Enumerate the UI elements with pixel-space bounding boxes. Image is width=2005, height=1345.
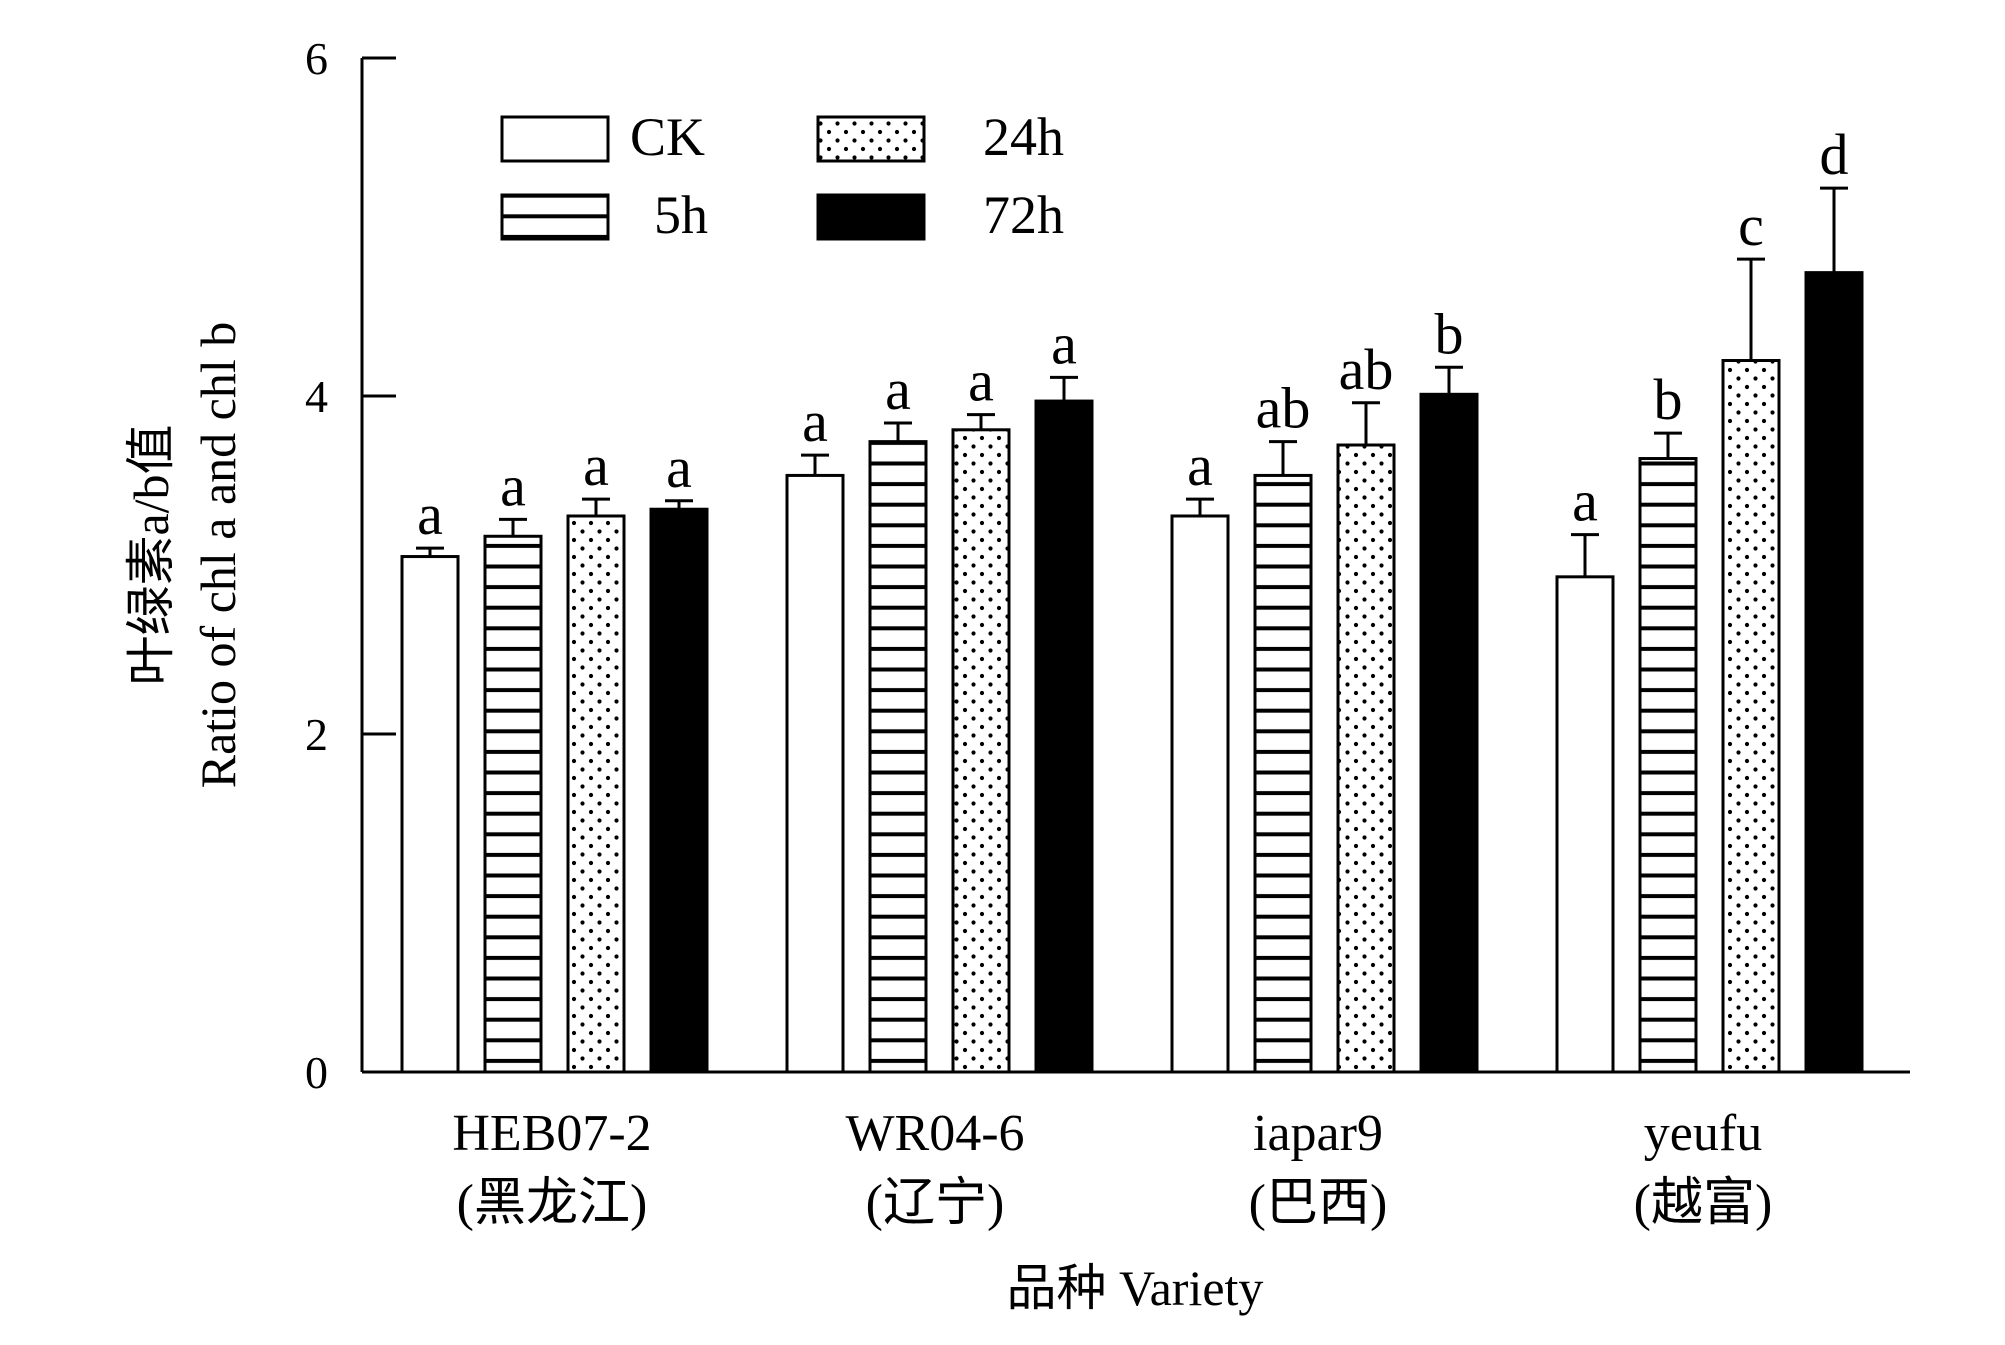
x-tick-label: iapar9 — [1253, 1105, 1383, 1162]
bar — [1170, 514, 1230, 1074]
legend-swatch — [500, 193, 610, 241]
bar — [951, 428, 1011, 1074]
legend-swatch — [500, 115, 610, 163]
significance-label: b — [1435, 301, 1464, 366]
bar — [1555, 575, 1615, 1074]
legend-item: 72h — [816, 185, 1064, 245]
bar — [400, 555, 460, 1074]
legend-label: CK — [630, 107, 705, 167]
x-tick-sublabel: (黑龙江) — [457, 1175, 648, 1232]
significance-label: a — [500, 453, 526, 518]
legend-label: 24h — [983, 107, 1064, 167]
significance-label: ab — [1256, 376, 1311, 441]
significance-label: a — [1051, 311, 1077, 376]
bar — [1804, 271, 1864, 1074]
y-tick-label: 2 — [305, 709, 328, 760]
bar — [483, 534, 543, 1074]
x-tick-sublabel: (越富) — [1634, 1175, 1773, 1232]
legend: CK 5h 24h 72h — [500, 107, 1064, 245]
bar — [1419, 392, 1479, 1074]
y-tick-label: 6 — [305, 33, 328, 84]
bar — [566, 514, 626, 1074]
significance-label: a — [583, 433, 609, 498]
significance-label: a — [885, 357, 911, 422]
y-axis-title-cn: 叶绿素a/b值 — [123, 424, 179, 685]
significance-label: c — [1738, 193, 1764, 258]
significance-label: a — [666, 435, 692, 500]
y-tick-label: 0 — [305, 1047, 328, 1098]
significance-label: a — [417, 482, 443, 547]
bar — [1721, 359, 1781, 1074]
x-tick-label: HEB07-2 — [452, 1105, 651, 1162]
y-axis-title-en: Ratio of chl a and chl b — [190, 322, 246, 789]
bar — [1336, 443, 1396, 1074]
legend-item: 5h — [500, 185, 708, 245]
x-tick-label: yeufu — [1644, 1105, 1762, 1162]
significance-label: a — [1572, 469, 1598, 534]
x-tick-label: WR04-6 — [845, 1105, 1024, 1162]
x-tick-sublabel: (巴西) — [1249, 1175, 1388, 1232]
x-axis-title: 品种 Variety — [1007, 1260, 1264, 1316]
bar — [868, 440, 928, 1074]
significance-label: a — [1187, 433, 1213, 498]
significance-label: a — [802, 389, 828, 454]
bar — [649, 507, 709, 1074]
legend-label: 5h — [654, 185, 708, 245]
significance-label: b — [1654, 367, 1683, 432]
y-axis-title: 叶绿素a/b值 Ratio of chl a and chl b — [123, 322, 246, 789]
bar — [1034, 399, 1094, 1074]
legend-item: 24h — [816, 107, 1064, 167]
legend-label: 72h — [983, 185, 1064, 245]
bar — [1638, 457, 1698, 1074]
significance-label: a — [968, 349, 994, 414]
legend-item: CK — [500, 107, 705, 167]
legend-swatch — [816, 115, 926, 163]
bar-group: ab cd — [1555, 122, 1864, 1074]
significance-label: d — [1820, 122, 1849, 187]
significance-label: ab — [1339, 337, 1394, 402]
y-tick-label: 4 — [305, 371, 328, 422]
x-tick-sublabel: (辽宁) — [866, 1175, 1005, 1232]
bar — [785, 473, 845, 1074]
category-labels: HEB07-2 (黑龙江) WR04-6 (辽宁) iapar9 (巴西) yeufu (越富… — [452, 1105, 1772, 1232]
bar — [1253, 473, 1313, 1074]
legend-swatch — [816, 193, 926, 241]
